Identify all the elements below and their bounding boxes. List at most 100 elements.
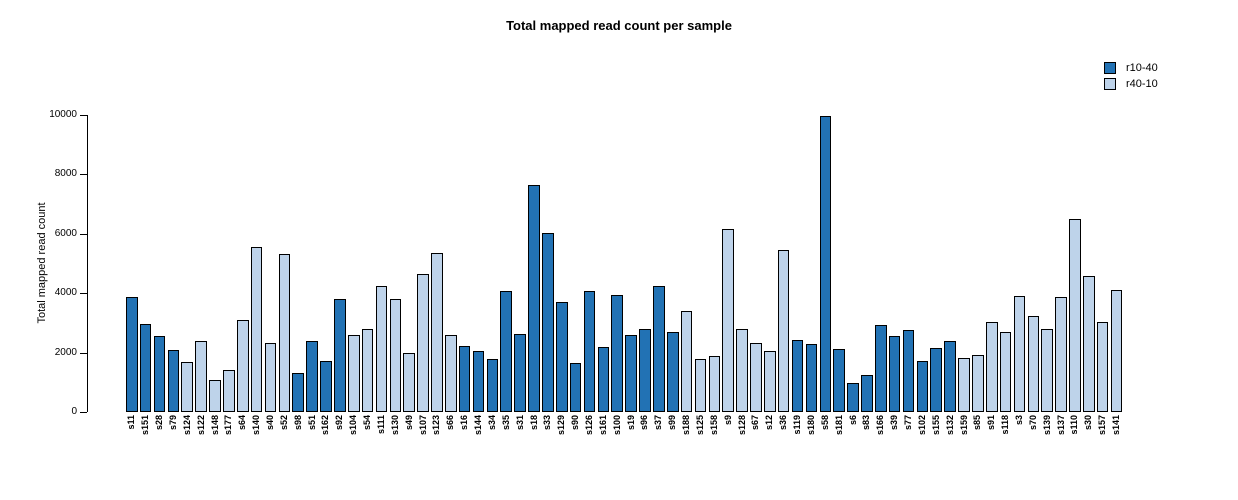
x-label-s40: s40 bbox=[265, 415, 275, 431]
x-label-s96: s96 bbox=[639, 415, 650, 431]
bar-s107 bbox=[417, 274, 429, 412]
bar-s31 bbox=[514, 333, 526, 412]
x-label-s107: s107 bbox=[417, 415, 428, 436]
x-label-s51: s51 bbox=[306, 415, 317, 431]
y-tick-label: 4000 bbox=[54, 287, 77, 299]
bar-s111 bbox=[375, 285, 388, 412]
x-label-s37: s37 bbox=[653, 415, 664, 431]
x-label-s19: s19 bbox=[625, 415, 636, 431]
bar-s98 bbox=[292, 372, 305, 412]
y-tick-mark bbox=[80, 352, 87, 354]
x-label-s118: s118 bbox=[1000, 415, 1011, 435]
x-label-s67: s67 bbox=[750, 415, 761, 431]
legend-entry-r10-40: r10-40 bbox=[1104, 60, 1158, 76]
bar-s102 bbox=[916, 360, 929, 412]
bar-s166 bbox=[874, 324, 887, 412]
bar-s188 bbox=[680, 310, 693, 412]
bar-s126 bbox=[583, 291, 596, 412]
bar-s18 bbox=[528, 184, 540, 412]
x-label-s31: s31 bbox=[514, 415, 525, 431]
y-tick-mark bbox=[80, 293, 87, 295]
x-label-s157: s157 bbox=[1097, 415, 1108, 436]
bar-s51 bbox=[306, 340, 318, 412]
bar-s85 bbox=[972, 355, 984, 412]
bar-s54 bbox=[361, 329, 374, 412]
x-label-s11: s11 bbox=[126, 415, 137, 430]
bar-s99 bbox=[666, 331, 679, 412]
x-label-s39: s39 bbox=[889, 415, 900, 431]
bar-s19 bbox=[625, 334, 637, 412]
bar-s137 bbox=[1055, 296, 1067, 412]
x-label-s110: s110 bbox=[1069, 415, 1080, 435]
x-label-s119: s119 bbox=[792, 415, 803, 435]
x-label-s52: s52 bbox=[278, 415, 289, 431]
x-label-s77: s77 bbox=[903, 415, 914, 431]
x-label-s125: s125 bbox=[694, 415, 705, 436]
legend-label: r10-40 bbox=[1126, 62, 1158, 74]
bar-s12 bbox=[764, 350, 776, 412]
bar-s100 bbox=[611, 294, 624, 412]
y-axis-line bbox=[87, 115, 88, 412]
x-label-s34: s34 bbox=[486, 415, 497, 431]
x-label-s139: s139 bbox=[1041, 415, 1052, 436]
x-label-s122: s122 bbox=[195, 415, 206, 436]
x-label-s98: s98 bbox=[292, 415, 303, 431]
x-label-s18: s18 bbox=[528, 415, 539, 431]
bar-s30 bbox=[1083, 275, 1095, 412]
bar-s119 bbox=[791, 339, 804, 412]
bar-s118 bbox=[999, 332, 1012, 412]
bar-s83 bbox=[861, 375, 873, 412]
x-label-s124: s124 bbox=[181, 415, 192, 436]
bar-s148 bbox=[209, 380, 221, 412]
x-label-s126: s126 bbox=[584, 415, 594, 436]
bar-s3 bbox=[1013, 295, 1026, 412]
bar-s91 bbox=[985, 322, 998, 412]
x-label-s137: s137 bbox=[1055, 415, 1066, 436]
x-label-s91: s91 bbox=[986, 415, 997, 431]
x-label-s148: s148 bbox=[209, 415, 220, 436]
x-label-s128: s128 bbox=[736, 415, 747, 436]
x-label-s9: s9 bbox=[722, 415, 733, 426]
bar-s180 bbox=[805, 343, 818, 412]
x-label-s16: s16 bbox=[459, 415, 470, 431]
x-label-s158: s158 bbox=[708, 415, 719, 436]
bar-s181 bbox=[833, 349, 845, 412]
x-label-s90: s90 bbox=[570, 415, 581, 431]
bar-s144 bbox=[472, 350, 485, 412]
x-label-s151: s151 bbox=[140, 415, 151, 436]
x-label-s166: s166 bbox=[875, 415, 886, 436]
x-label-s33: s33 bbox=[542, 415, 553, 431]
bar-s177 bbox=[223, 370, 235, 412]
x-label-s141: s141 bbox=[1111, 415, 1122, 436]
bar-s79 bbox=[167, 349, 180, 412]
bar-s36 bbox=[777, 250, 790, 412]
x-label-s66: s66 bbox=[445, 415, 456, 431]
y-tick-mark bbox=[80, 174, 87, 176]
x-label-s111: s111 bbox=[375, 415, 386, 435]
x-label-s181: s181 bbox=[833, 415, 844, 436]
bar-s58 bbox=[819, 116, 832, 412]
bar-s35 bbox=[500, 291, 513, 412]
legend-entry-r40-10: r40-10 bbox=[1104, 76, 1158, 92]
x-label-s140: s140 bbox=[251, 415, 262, 436]
y-tick-mark bbox=[80, 412, 87, 413]
x-label-s49: s49 bbox=[403, 415, 414, 431]
chart-title: Total mapped read count per sample bbox=[506, 18, 732, 33]
bar-s155 bbox=[930, 348, 943, 412]
x-label-s70: s70 bbox=[1027, 415, 1038, 431]
bar-s16 bbox=[458, 346, 471, 412]
bar-s37 bbox=[653, 286, 665, 412]
bar-s90 bbox=[569, 362, 582, 412]
bar-s77 bbox=[902, 330, 915, 412]
x-label-s12: s12 bbox=[764, 415, 775, 431]
bar-s141 bbox=[1110, 290, 1123, 412]
x-label-s129: s129 bbox=[556, 415, 567, 436]
bar-s33 bbox=[542, 233, 554, 412]
bar-s125 bbox=[694, 358, 707, 412]
x-label-s85: s85 bbox=[972, 415, 983, 431]
bar-s9 bbox=[722, 229, 734, 412]
x-label-s92: s92 bbox=[334, 415, 345, 431]
bar-s70 bbox=[1027, 316, 1040, 412]
y-tick-mark bbox=[80, 233, 87, 235]
